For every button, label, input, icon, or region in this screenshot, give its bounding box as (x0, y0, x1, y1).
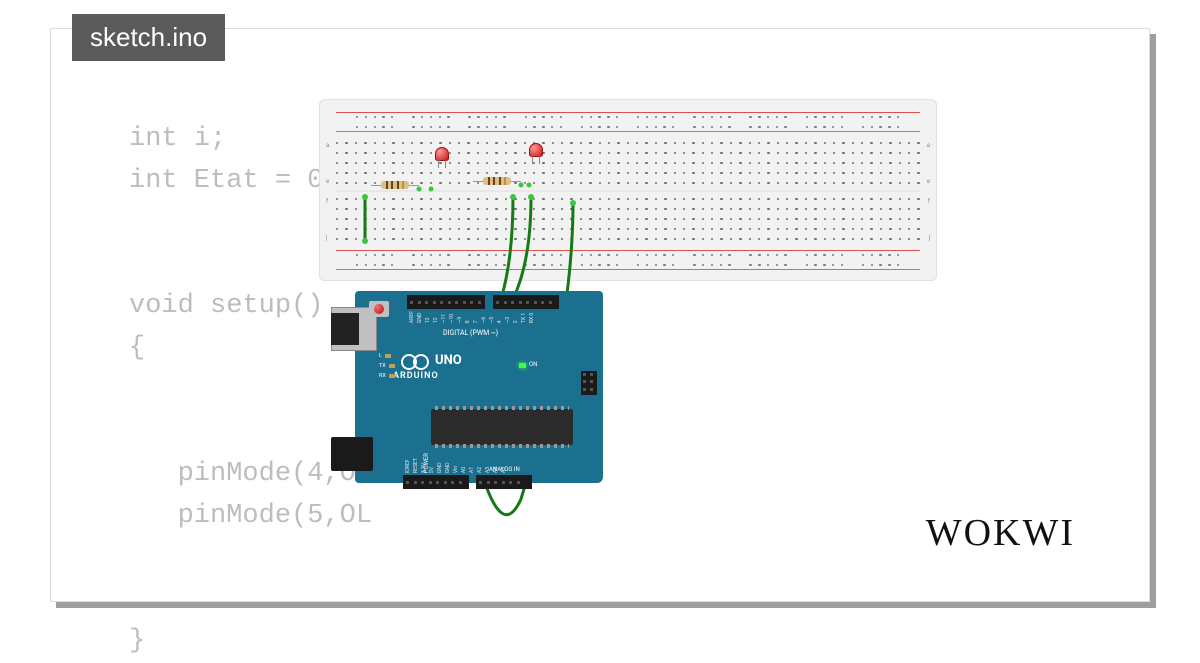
arduino-header-analog[interactable] (476, 475, 532, 489)
row-label: a (326, 142, 329, 149)
arduino-header-digital-low[interactable] (493, 295, 559, 309)
arduino-logo: UNO (401, 353, 462, 368)
breadboard-field-bottom (336, 198, 920, 240)
arduino-uno[interactable]: AREFGND1312~11~10~987~6~54~32TX 1RX 0 IO… (331, 291, 603, 493)
arduino-atmega-chip (431, 409, 573, 445)
arduino-on-led (519, 363, 526, 368)
wokwi-logo: WOKWI (926, 511, 1075, 555)
arduino-power-jack (331, 437, 373, 471)
arduino-on-label: ON (529, 361, 537, 368)
row-label: j (326, 234, 327, 241)
arduino-pin-labels-top: AREFGND1312~11~10~987~6~54~32TX 1RX 0 (409, 311, 547, 323)
file-tab[interactable]: sketch.ino (72, 14, 225, 61)
breadboard-power-rail-bottom (336, 248, 920, 272)
arduino-reset-button[interactable] (369, 301, 389, 317)
file-tab-label: sketch.ino (90, 22, 207, 52)
arduino-digital-label: DIGITAL (PWM ~) (443, 329, 498, 337)
row-label: e (326, 178, 329, 185)
editor-frame: int i; int Etat = 0 ; void setup() { pin… (50, 28, 1150, 602)
row-label: a (927, 142, 930, 149)
arduino-analog-label: ANALOG IN (489, 466, 520, 473)
arduino-header-power[interactable] (403, 475, 469, 489)
resistor-2[interactable] (473, 177, 521, 185)
arduino-usb-inner (331, 313, 359, 345)
row-label: e (927, 178, 930, 185)
row-label: j (929, 234, 930, 241)
arduino-model-label: UNO (435, 353, 462, 368)
arduino-brand-label: ARDUINO (393, 371, 439, 381)
breadboard-field-top (336, 142, 920, 184)
row-label: f (928, 198, 930, 205)
arduino-power-label: POWER (423, 453, 430, 473)
led-red-2[interactable] (529, 143, 543, 163)
arduino-header-digital-high[interactable] (407, 295, 485, 309)
row-label: f (326, 198, 328, 205)
arduino-status-leds: L TX RX (379, 353, 395, 379)
infinity-icon (401, 354, 429, 368)
breadboard[interactable]: a e f j a e f j (319, 99, 937, 281)
breadboard-power-rail-top (336, 110, 920, 134)
led-red-1[interactable] (435, 147, 449, 167)
arduino-icsp-header[interactable] (581, 371, 597, 395)
breadboard-divider (336, 190, 920, 192)
resistor-1[interactable] (371, 181, 419, 189)
